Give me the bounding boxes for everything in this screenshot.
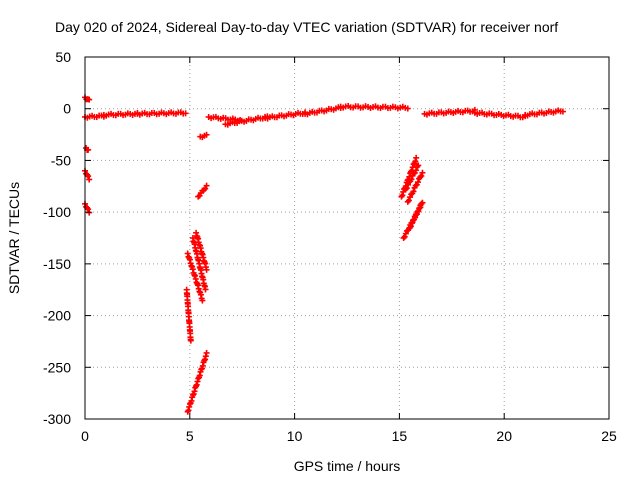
data-point	[407, 194, 414, 201]
x-tick-label: 15	[392, 428, 408, 444]
data-point	[416, 205, 423, 212]
data-point	[203, 266, 210, 273]
data-point	[414, 179, 421, 186]
data-point	[86, 176, 93, 183]
data-point	[412, 158, 419, 165]
data-point	[414, 209, 421, 216]
data-point	[419, 169, 426, 176]
data-point	[85, 173, 92, 180]
x-tick-labels: 0 5 10 15 20 25	[81, 428, 617, 444]
y-tick-label: 50	[55, 49, 71, 65]
data-point	[407, 223, 414, 230]
y-tick-label: -200	[43, 308, 71, 324]
data-point	[413, 154, 420, 161]
data-point	[85, 146, 92, 153]
data-point	[418, 200, 425, 207]
data-point	[182, 110, 189, 117]
data-point	[405, 197, 412, 204]
data-point	[202, 286, 209, 293]
y-tick-label: -100	[43, 204, 71, 220]
data-point	[418, 172, 425, 179]
x-tick-label: 5	[186, 428, 194, 444]
y-axis-label: SDTVAR / TECUs	[6, 182, 22, 294]
y-tick-label: -250	[43, 359, 71, 375]
data-point	[412, 214, 419, 221]
data-point	[187, 337, 194, 344]
data-point	[203, 131, 210, 138]
data-points	[82, 94, 566, 415]
data-point	[400, 235, 407, 241]
data-point	[559, 108, 566, 115]
data-point	[203, 349, 210, 356]
y-tick-label: 0	[63, 101, 71, 117]
x-axis-label: GPS time / hours	[294, 458, 401, 474]
data-point	[410, 170, 417, 177]
data-point	[202, 185, 209, 192]
x-tick-label: 10	[287, 428, 303, 444]
data-point	[85, 206, 92, 213]
x-tick-label: 25	[601, 428, 617, 444]
y-tick-label: -150	[43, 256, 71, 272]
data-point	[404, 105, 411, 112]
data-point	[399, 192, 406, 199]
data-point	[86, 96, 93, 103]
data-point	[415, 162, 422, 169]
y-tick-label: -50	[51, 152, 71, 168]
data-point	[401, 233, 408, 240]
data-point	[199, 297, 206, 304]
data-point	[412, 182, 419, 189]
x-tick-label: 20	[496, 428, 512, 444]
plot-frame	[84, 56, 610, 420]
data-point	[412, 167, 419, 174]
data-point	[410, 188, 417, 195]
data-point	[417, 174, 424, 181]
y-tick-label: -300	[43, 411, 71, 427]
data-point	[408, 176, 415, 183]
chart-title: Day 020 of 2024, Sidereal Day-to-day VTE…	[55, 19, 558, 35]
x-tick-label: 0	[81, 428, 89, 444]
data-point	[419, 199, 426, 206]
tick-marks	[84, 56, 610, 420]
y-tick-labels: 50 0 -50 -100 -150 -200 -250 -300	[43, 49, 71, 427]
data-point	[403, 185, 410, 192]
data-point	[203, 182, 210, 189]
